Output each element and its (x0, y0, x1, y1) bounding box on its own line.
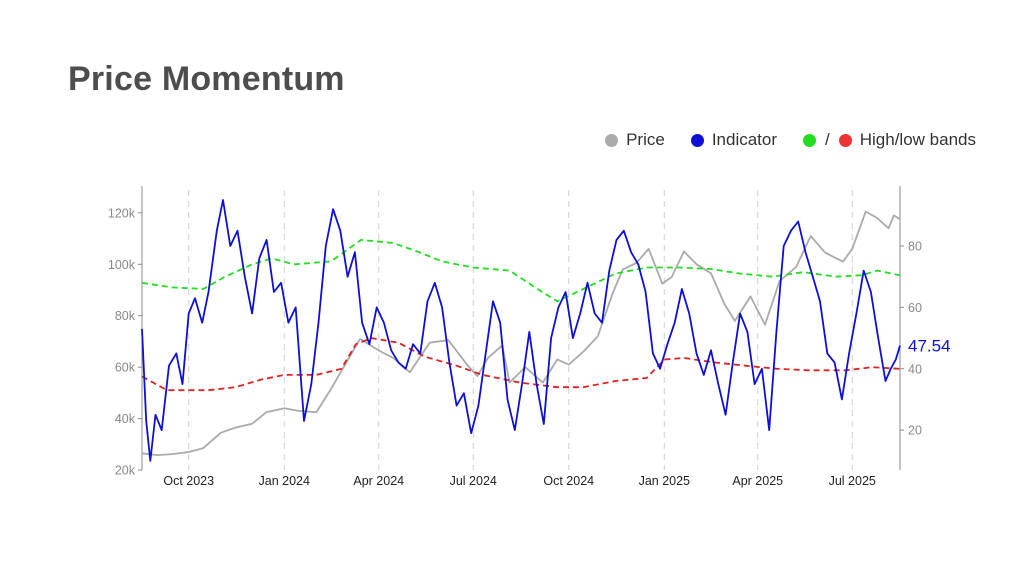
high-band-legend-dot-icon (803, 133, 817, 147)
high-band-series-line (141, 238, 901, 303)
left-tick-label: 80k (115, 309, 136, 323)
left-tick-label: 20k (115, 464, 136, 478)
price-legend-dot-icon (605, 133, 619, 147)
x-tick-label: Apr 2025 (732, 474, 783, 488)
x-tick-label: Oct 2023 (163, 474, 214, 488)
indicator-legend-dot-icon (690, 133, 704, 147)
left-tick-label: 120k (108, 206, 136, 220)
right-tick-label: 80 (908, 240, 922, 254)
legend-item-price[interactable]: Price (605, 130, 665, 150)
legend-label-indicator: Indicator (711, 130, 778, 149)
indicator-series-line (141, 199, 901, 462)
chart-legend: Price Indicator / High/low bands (605, 130, 976, 150)
x-tick-label: Apr 2024 (353, 474, 404, 488)
x-tick-label: Jan 2024 (259, 474, 310, 488)
right-tick-label: 20 (908, 424, 922, 438)
x-tick-label: Jul 2024 (450, 474, 497, 488)
legend-item-bands[interactable]: / High/low bands (803, 130, 976, 150)
left-tick-label: 100k (108, 258, 136, 272)
price-series-line (141, 210, 901, 456)
low-band-legend-dot-icon (838, 133, 852, 147)
legend-item-indicator[interactable]: Indicator (690, 130, 778, 150)
x-tick-label: Jan 2025 (639, 474, 690, 488)
page-title: Price Momentum (68, 60, 345, 98)
legend-label-price: Price (626, 130, 665, 149)
left-tick-label: 40k (115, 412, 136, 426)
legend-bands-separator: / (825, 130, 830, 149)
legend-label-bands: High/low bands (859, 130, 976, 149)
x-tick-label: Oct 2024 (543, 474, 594, 488)
indicator-last-value-label: 47.54 (908, 337, 951, 356)
low-band-series-line (141, 337, 901, 392)
right-tick-label: 40 (908, 362, 922, 376)
x-tick-label: Jul 2025 (829, 474, 876, 488)
left-tick-label: 60k (115, 361, 136, 375)
right-tick-label: 60 (908, 301, 922, 315)
